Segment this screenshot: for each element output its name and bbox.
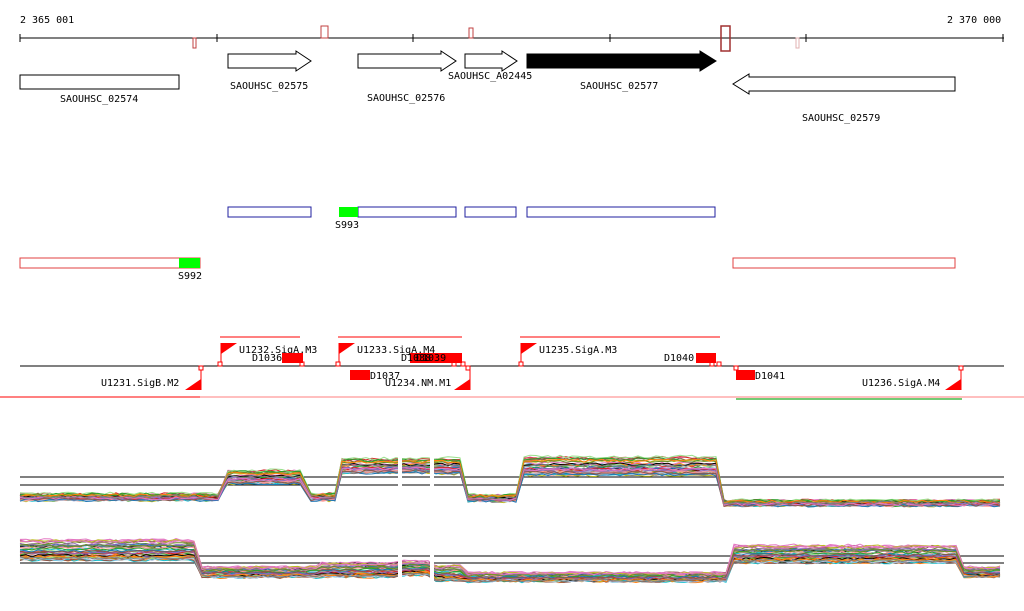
profile-gap <box>398 448 402 508</box>
tu-label: U1233.SigA.M4 <box>357 345 435 356</box>
segment-blue[interactable] <box>357 206 457 218</box>
downshift-label: D1036 <box>252 353 282 364</box>
gene-saouhsc-02576[interactable]: SAOUHSC_02576 <box>357 50 457 104</box>
expression-profile-line <box>19 549 1001 580</box>
gene-label: SAOUHSC_02576 <box>367 93 445 104</box>
downshift-label: D1041 <box>755 371 785 382</box>
segment-s992[interactable] <box>179 258 200 268</box>
tu-u1231[interactable]: U1231.SigB.M2 <box>101 366 202 390</box>
gene-label: SAOUHSC_02577 <box>580 81 658 92</box>
gene-saouhsc-02575[interactable]: SAOUHSC_02575 <box>227 50 312 92</box>
tu-u1236[interactable]: U1236.SigA.M4 <box>862 366 962 390</box>
profile-gap <box>430 448 434 508</box>
expression-profile-line <box>19 458 1001 504</box>
expression-profile-line <box>19 547 1001 579</box>
expression-profile-line <box>19 550 1000 581</box>
gene-saouhsc-a02445[interactable]: SAOUHSC_A02445 <box>448 50 532 82</box>
gene-label: SAOUHSC_02579 <box>802 113 880 124</box>
coordinate-ruler: 2 365 001 2 370 000 <box>19 15 1004 52</box>
tu-label: U1236.SigA.M4 <box>862 378 940 389</box>
profile-gap <box>398 548 402 598</box>
expression-profile-line <box>19 466 1001 506</box>
profile-gap <box>430 548 434 598</box>
segment-red[interactable] <box>732 257 956 269</box>
tu-u1235[interactable]: U1235.SigA.M3 <box>520 343 617 366</box>
gene-saouhsc-02577[interactable]: SAOUHSC_02577 <box>526 50 717 92</box>
ruler-start-label: 2 365 001 <box>20 15 74 26</box>
gene-saouhsc-02574[interactable]: SAOUHSC_02574 <box>19 74 180 105</box>
tu-track: U1232.SigA.M3 U1233.SigA.M4 U1235.SigA.M… <box>0 336 1024 400</box>
gene-label: SAOUHSC_02574 <box>60 94 138 105</box>
segment-label: S992 <box>178 271 202 282</box>
ruler-highlight-marker <box>720 25 731 52</box>
downshift-label: D1039 <box>416 353 446 364</box>
tu-label: U1235.SigA.M3 <box>539 345 617 356</box>
expression-profile-line <box>19 543 1001 578</box>
expression-panel-reverse <box>19 537 1004 584</box>
gene-label: SAOUHSC_A02445 <box>448 71 532 82</box>
segment-red[interactable] <box>19 257 201 269</box>
downshift-d1040[interactable] <box>696 353 716 363</box>
segment-track: S993 S992 <box>19 206 956 282</box>
downshift-label: D1037 <box>370 371 400 382</box>
downshift-label: D1038 <box>401 353 431 364</box>
segment-label: S993 <box>335 220 359 231</box>
gene-track: SAOUHSC_02574 SAOUHSC_02575 SAOUHSC_0257… <box>19 50 956 124</box>
tu-label: U1234.NM.M1 <box>385 378 451 389</box>
expression-panel-forward <box>19 454 1004 508</box>
segment-blue[interactable] <box>464 206 517 218</box>
tu-label: U1232.SigA.M3 <box>239 345 317 356</box>
gene-saouhsc-02579[interactable]: SAOUHSC_02579 <box>732 73 956 124</box>
expression-profile-line <box>19 539 1001 576</box>
tu-label: U1231.SigB.M2 <box>101 378 179 389</box>
expression-profile-line <box>19 470 1001 508</box>
downshift-d1038[interactable] <box>410 353 462 363</box>
downshift-d1041[interactable] <box>736 370 755 380</box>
segment-s993[interactable] <box>339 207 358 217</box>
expression-profile-line <box>19 463 1001 505</box>
segment-blue[interactable] <box>526 206 716 218</box>
downshift-d1036[interactable] <box>282 353 303 363</box>
ruler-end-label: 2 370 000 <box>947 15 1001 26</box>
gene-label: SAOUHSC_02575 <box>230 81 308 92</box>
expression-profile-line <box>19 555 1001 583</box>
segment-blue[interactable] <box>227 206 312 218</box>
downshift-label: D1040 <box>664 353 694 364</box>
downshift-d1037[interactable] <box>350 370 370 380</box>
ruler-markers <box>192 25 800 49</box>
